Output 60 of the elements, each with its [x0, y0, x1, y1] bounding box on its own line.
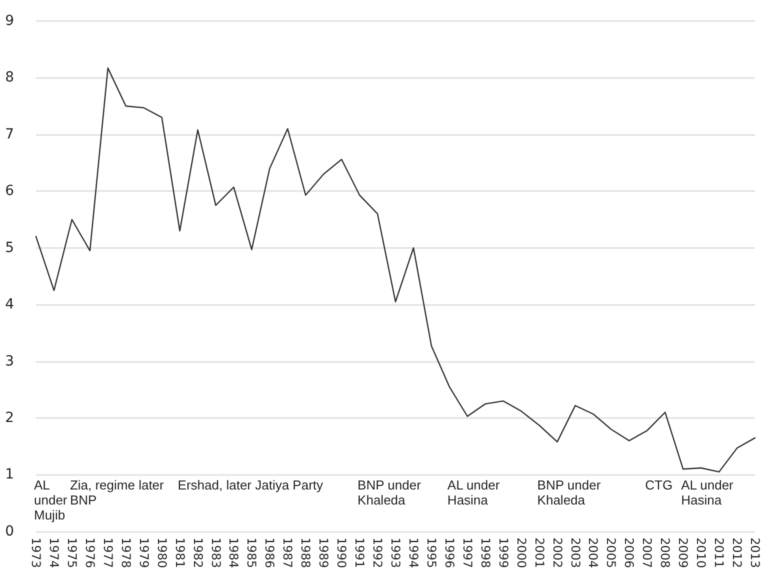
x-tick-label: 1978 — [118, 537, 133, 568]
y-tick-label: 3 — [5, 353, 14, 370]
annotation: AL under Hasina — [447, 478, 504, 508]
x-tick-label: 1982 — [190, 537, 205, 568]
x-tick-label: 2012 — [730, 537, 744, 568]
x-tick-label: 2011 — [712, 537, 726, 568]
x-tick-label: 1996 — [442, 537, 456, 568]
annotation: Ershad, later Jatiya Party — [178, 478, 324, 493]
y-tick-label: 5 — [5, 240, 14, 256]
x-tick-label: 1997 — [460, 537, 474, 568]
x-tick-label: 1994 — [406, 537, 420, 568]
y-tick-label: 7 — [5, 126, 14, 142]
x-tick-label: 2013 — [748, 537, 761, 568]
x-tick-label: 1993 — [388, 537, 402, 568]
x-tick-label: 1995 — [424, 537, 438, 568]
x-tick-label: 1985 — [244, 537, 259, 568]
x-tick-label: 2006 — [622, 537, 636, 568]
y-tick-label: 0 — [5, 523, 14, 540]
y-tick-label: 6 — [5, 183, 14, 200]
x-tick-label: 2004 — [586, 537, 600, 568]
x-tick-label: 1999 — [496, 537, 510, 568]
x-tick-label: 1984 — [226, 537, 241, 568]
annotation: BNP under Khaleda — [358, 478, 425, 508]
x-tick-label: 1991 — [352, 537, 367, 568]
x-tick-label: 1977 — [100, 537, 115, 568]
x-tick-label: 1974 — [46, 537, 61, 568]
annotation: AL under Hasina — [681, 478, 738, 508]
x-tick-label: 1979 — [136, 537, 151, 568]
x-tick-label: 1986 — [262, 537, 277, 568]
x-tick-label: 1992 — [370, 537, 385, 568]
x-tick-label: 1990 — [334, 537, 349, 568]
annotation: CTG — [645, 478, 673, 493]
annotation: BNP under Khaleda — [537, 478, 604, 508]
y-tick-label: 2 — [5, 410, 14, 426]
y-tick-label: 4 — [5, 296, 14, 313]
x-tick-label: 1980 — [154, 537, 169, 568]
x-tick-label: 1981 — [172, 537, 187, 568]
y-tick-label: 1 — [5, 466, 14, 483]
x-tick-label: 1983 — [208, 537, 223, 568]
x-tick-label: 2008 — [658, 537, 672, 568]
line-series — [35, 67, 756, 473]
x-tick-label: 2001 — [532, 537, 546, 568]
x-tick-label: 1998 — [478, 537, 492, 568]
x-tick-label: 2007 — [640, 537, 654, 568]
x-tick-label: 2010 — [694, 537, 708, 568]
y-tick-label: 8 — [5, 70, 14, 86]
x-tick-label: 2002 — [550, 537, 564, 568]
x-tick-label: 1989 — [316, 537, 331, 568]
x-tick-label: 1973 — [29, 537, 43, 568]
x-tick-label: 2005 — [604, 537, 618, 568]
x-tick-label: 2009 — [676, 537, 690, 568]
x-tick-label: 2000 — [514, 537, 528, 568]
x-tick-label: 2003 — [568, 537, 582, 568]
y-tick-label: 9 — [5, 13, 14, 29]
annotation: Zia, regime later BNP — [70, 478, 168, 508]
annotation: AL under Mujib — [34, 478, 71, 523]
x-tick-label: 1975 — [64, 537, 79, 568]
x-tick-label: 1976 — [82, 537, 97, 568]
x-tick-label: 1988 — [298, 537, 313, 568]
x-tick-label: 1987 — [280, 537, 295, 568]
